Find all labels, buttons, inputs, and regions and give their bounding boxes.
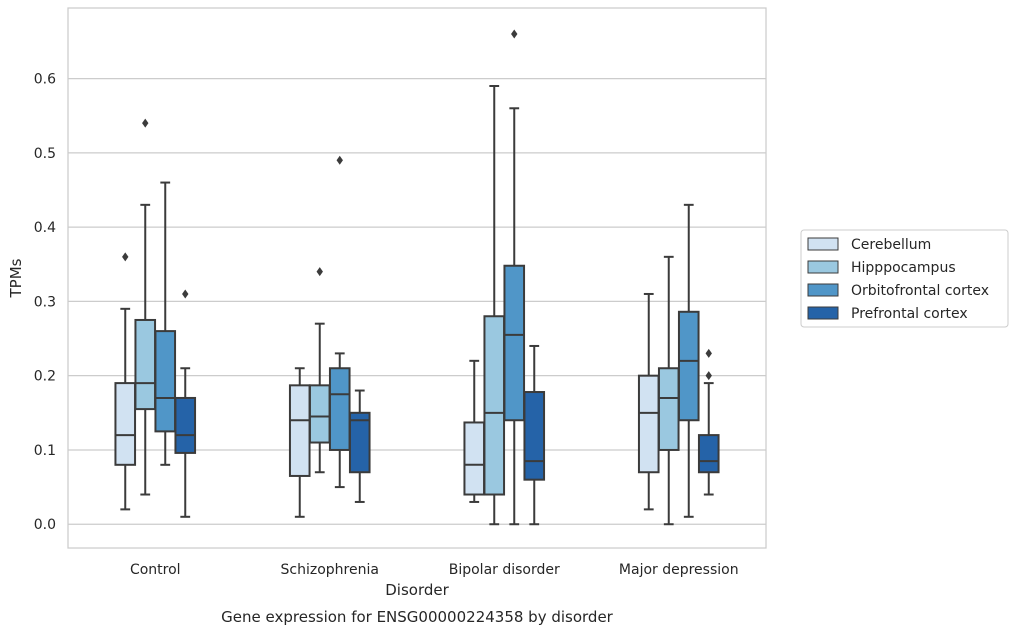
chart-caption: Gene expression for ENSG00000224358 by d… (221, 608, 614, 626)
y-tick-label: 0.2 (34, 369, 56, 385)
box-hipppocampus (308, 267, 331, 474)
y-tick-label: 0.6 (34, 72, 56, 88)
legend-label: Orbitofrontal cortex (851, 283, 989, 299)
outlier-marker (336, 155, 343, 165)
box-hipppocampus (657, 255, 680, 526)
box-prefrontal-cortex (523, 344, 546, 526)
y-tick-label: 0.5 (34, 146, 56, 162)
y-tick-label: 0.3 (34, 294, 56, 310)
legend-items: Cerebellum Hipppocampus Orbitofrontal cort… (807, 237, 989, 322)
outlier-marker (142, 118, 149, 128)
legend-swatch (807, 306, 839, 320)
x-tick-label: Major depression (619, 562, 739, 578)
legend-label: Cerebellum (851, 237, 931, 253)
plot-frame (67, 7, 767, 549)
outlier-marker (705, 371, 712, 381)
iqr-box (154, 330, 177, 433)
y-tick-label: 0.0 (34, 517, 56, 533)
iqr-box (463, 421, 486, 496)
plot-area (68, 8, 766, 548)
outlier-marker (182, 289, 189, 299)
y-tick-label: 0.4 (34, 220, 56, 236)
y-tick-label: 0.1 (34, 443, 56, 459)
iqr-box (308, 384, 331, 444)
iqr-box (114, 382, 137, 466)
x-tick-label: Bipolar disorder (449, 562, 560, 578)
legend-swatch (807, 283, 839, 297)
box-orbitofrontal-cortex (503, 29, 526, 526)
outlier-marker (705, 348, 712, 358)
iqr-box (328, 367, 351, 451)
y-axis-label: TPMs (7, 258, 25, 298)
iqr-box (637, 374, 660, 474)
legend: Cerebellum Hipppocampus Orbitofrontal cort… (800, 229, 1009, 328)
iqr-box (677, 310, 700, 422)
box-cerebellum (463, 359, 486, 503)
iqr-box (697, 434, 720, 474)
legend-label: Hipppocampus (851, 260, 956, 276)
box-orbitofrontal-cortex (677, 203, 700, 518)
iqr-box (483, 315, 506, 496)
outlier-marker (122, 252, 129, 262)
box-prefrontal-cortex (697, 348, 720, 496)
x-axis-label: Disorder (385, 581, 449, 599)
box-orbitofrontal-cortex (154, 181, 177, 466)
legend-swatch (807, 260, 839, 274)
iqr-box (503, 264, 526, 422)
iqr-box (174, 396, 197, 454)
iqr-box (288, 384, 311, 477)
iqr-box (523, 391, 546, 481)
iqr-box (657, 367, 680, 451)
x-tick-labels: Control Schizophrenia Bipolar disorder Majo… (130, 562, 739, 578)
x-tick-label: Control (130, 562, 181, 578)
legend-label: Prefrontal cortex (851, 306, 968, 322)
outlier-marker (511, 29, 518, 39)
y-tick-labels: 0.0 0.1 0.2 0.3 0.4 0.5 0.6 (34, 72, 56, 534)
outlier-marker (316, 267, 323, 277)
box-groups (114, 29, 720, 526)
box-prefrontal-cortex (348, 389, 371, 503)
box-prefrontal-cortex (174, 289, 197, 518)
box-orbitofrontal-cortex (328, 155, 351, 489)
legend-frame (800, 229, 1009, 328)
box-cerebellum (114, 252, 137, 511)
iqr-box (348, 411, 371, 474)
x-tick-label: Schizophrenia (281, 562, 379, 578)
iqr-box (134, 318, 157, 411)
legend-swatch (807, 237, 839, 251)
